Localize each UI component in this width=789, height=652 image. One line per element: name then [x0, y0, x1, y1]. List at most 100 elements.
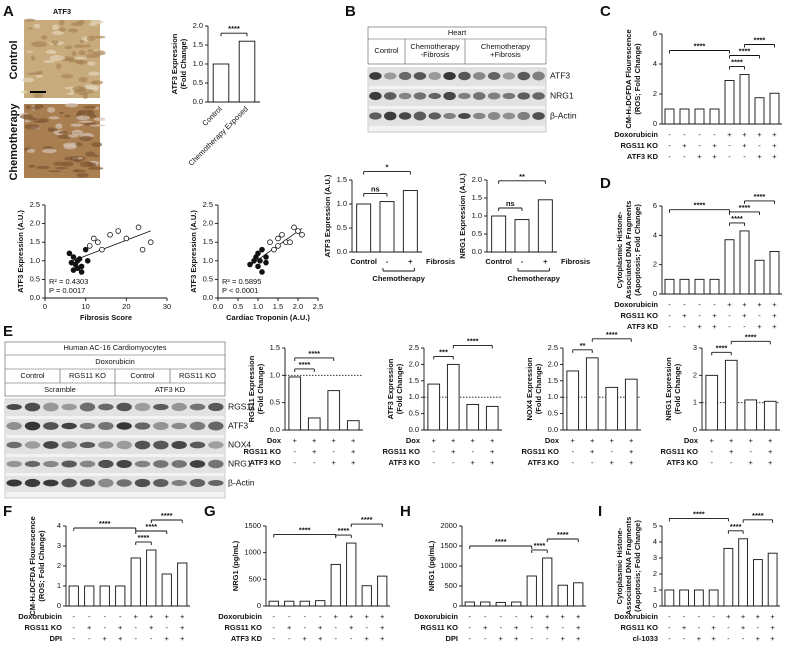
tissue-texture [58, 130, 69, 134]
condition-value: - [683, 612, 686, 621]
y-tick-label: 1.5 [337, 175, 347, 184]
tissue-texture [42, 148, 57, 154]
condition-value: - [500, 612, 503, 621]
group-label: Chemotherapy [507, 274, 560, 283]
blot-band [134, 422, 151, 430]
condition-value: + [757, 300, 762, 309]
y-tick-label: 500 [248, 574, 261, 583]
blot-band [384, 72, 397, 80]
tissue-texture [72, 86, 87, 92]
tissue-texture [63, 144, 77, 150]
y-tick-label: 0.5 [270, 398, 280, 407]
y-axis-label: NOX4 Expression [525, 357, 534, 420]
condition-value: + [180, 623, 185, 632]
tissue-texture [82, 93, 89, 99]
tissue-texture [47, 107, 56, 113]
tissue-texture [31, 41, 48, 48]
annotation: P = 0.0017 [49, 286, 85, 295]
condition-value: + [432, 436, 437, 445]
tissue-texture [84, 44, 91, 48]
condition-value: + [697, 322, 702, 331]
x-extra-label: Fibrosis [426, 257, 455, 266]
condition-value: + [756, 612, 761, 621]
tissue-texture [93, 117, 106, 122]
condition-value: + [772, 322, 777, 331]
bar [307, 417, 321, 431]
condition-value: + [530, 612, 535, 621]
x-tick-label: 2.0 [293, 302, 303, 311]
y-tick-label: 1.0 [337, 199, 347, 208]
tissue-texture [91, 80, 104, 85]
x-tick-label: Control [350, 257, 377, 266]
tissue-texture [24, 18, 36, 22]
y-tick-label: 0 [57, 601, 61, 610]
condition-value: - [366, 623, 369, 632]
y-tick-label: 1.0 [30, 256, 40, 265]
condition-value: - [288, 612, 291, 621]
blot-band [61, 460, 77, 468]
bar [115, 585, 126, 607]
blot-band [98, 403, 114, 411]
condition-value: + [351, 447, 356, 456]
condition-value: + [471, 458, 476, 467]
condition-value: + [712, 311, 717, 320]
panel-letter: H [400, 503, 411, 520]
significance-label: **** [730, 522, 742, 531]
condition-name: RGS11 KO [521, 447, 559, 456]
blot-band [517, 111, 530, 121]
condition-value: - [611, 447, 614, 456]
point [123, 235, 130, 242]
bar [177, 562, 188, 607]
condition-value: + [742, 130, 747, 139]
condition-value: - [294, 447, 297, 456]
bar [537, 199, 553, 253]
blot-band [134, 478, 151, 488]
condition-value: - [742, 634, 745, 643]
condition-value: + [712, 152, 717, 161]
condition-value: + [729, 447, 734, 456]
condition-value: + [149, 612, 154, 621]
condition-value: - [273, 623, 276, 632]
condition-value: - [433, 447, 436, 456]
point [135, 224, 142, 231]
condition-value: + [727, 300, 732, 309]
tissue-texture [77, 109, 93, 114]
y-axis-label: ATF3 Expression [386, 358, 395, 419]
significance-label: ** [580, 341, 586, 350]
blot-band [189, 460, 206, 468]
condition-value: - [562, 623, 565, 632]
y-tick-label: 2 [57, 561, 61, 570]
blot-band [208, 459, 224, 469]
significance-label: **** [739, 46, 751, 55]
tissue-texture [64, 114, 71, 118]
bar [754, 97, 765, 125]
tissue-texture [33, 23, 41, 29]
blot-band [208, 402, 224, 412]
blot-band [532, 92, 545, 100]
bar [464, 601, 475, 607]
bar [379, 201, 395, 253]
condition-value: - [333, 447, 336, 456]
condition-value: + [471, 436, 476, 445]
condition-value: + [727, 130, 732, 139]
significance-label: **** [467, 336, 479, 345]
point [291, 224, 297, 231]
blot-band [487, 92, 501, 100]
condition-value: - [743, 322, 746, 331]
condition-value: + [741, 612, 746, 621]
y-tick-label: 1 [693, 398, 697, 407]
blot-band [428, 92, 441, 100]
blot-band [6, 422, 22, 430]
condition-value: - [73, 612, 76, 621]
blot-band [134, 460, 151, 468]
condition-name: ATF3 KD [231, 634, 263, 643]
y-axis-label: NRG1 Expression [664, 357, 673, 421]
blot-band [79, 402, 96, 412]
condition-name: Doxorubicin [218, 612, 262, 621]
condition-value: - [727, 634, 730, 643]
significance-label: **** [228, 24, 240, 33]
condition-name: Doxorubicin [614, 300, 658, 309]
tissue-texture [45, 49, 56, 54]
point [257, 257, 263, 264]
